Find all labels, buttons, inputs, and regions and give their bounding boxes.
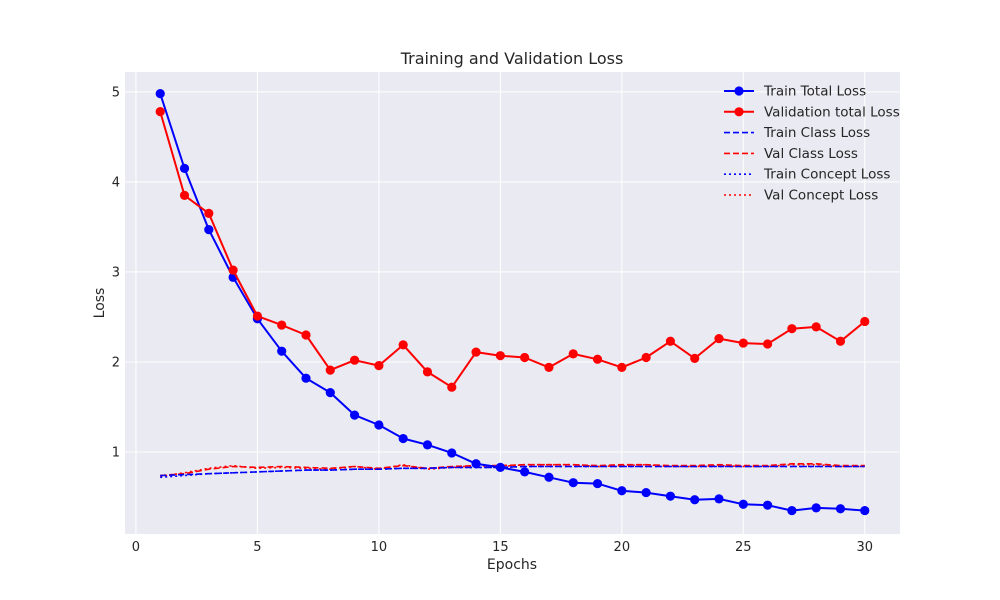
data-point	[690, 495, 700, 505]
data-point	[471, 347, 481, 357]
data-point	[301, 330, 311, 340]
data-point	[665, 336, 676, 346]
tick-labels: 0 5 10 15 20 25 30 1 2 3 4 5	[112, 85, 873, 555]
data-point	[325, 365, 335, 375]
data-point	[155, 89, 165, 99]
x-tick-label: 0	[132, 540, 140, 555]
series-line-2	[160, 465, 865, 477]
data-point	[422, 440, 433, 450]
data-point	[398, 433, 408, 444]
data-point	[762, 339, 773, 349]
data-point	[349, 410, 360, 420]
series-line-3	[160, 462, 865, 477]
y-tick-label: 3	[112, 265, 120, 280]
data-point	[277, 346, 287, 356]
legend-label: Val Concept Loss	[764, 188, 878, 204]
data-point	[422, 367, 433, 377]
data-point	[835, 336, 846, 346]
data-point	[544, 472, 554, 482]
chart-title: Training and Validation Loss	[400, 49, 624, 68]
data-point	[520, 467, 530, 477]
data-point	[665, 491, 676, 501]
legend-label: Train Total Loss	[763, 84, 866, 100]
data-point	[592, 354, 603, 364]
data-point	[811, 503, 821, 513]
legend: Train Total Loss Validation total Loss Tra…	[724, 84, 900, 204]
data-point	[252, 311, 263, 321]
data-point	[155, 107, 165, 117]
x-tick-label: 25	[735, 540, 752, 555]
data-point	[714, 333, 724, 344]
data-point	[204, 225, 214, 235]
data-point	[398, 340, 408, 350]
data-point	[641, 352, 651, 363]
data-point	[349, 355, 360, 365]
data-point	[520, 352, 530, 363]
x-tick-label: 20	[614, 540, 631, 555]
legend-marker	[734, 86, 744, 96]
legend-label: Train Concept Loss	[763, 167, 890, 183]
data-point	[471, 459, 481, 469]
data-point	[811, 322, 821, 332]
data-point	[204, 208, 214, 218]
series-lines	[155, 89, 870, 516]
data-point	[447, 448, 457, 458]
data-point	[787, 505, 797, 516]
data-point	[738, 499, 748, 509]
data-point	[228, 265, 238, 275]
data-point	[690, 353, 700, 363]
data-point	[641, 487, 651, 498]
y-axis-label: Loss	[92, 288, 108, 319]
data-point	[374, 420, 384, 430]
data-point	[568, 478, 578, 488]
x-tick-label: 30	[856, 540, 873, 555]
data-point	[762, 500, 773, 510]
data-point	[738, 338, 748, 348]
data-point	[835, 504, 846, 514]
data-point	[179, 163, 190, 173]
y-tick-label: 4	[112, 175, 120, 190]
data-point	[495, 351, 505, 361]
x-tick-label: 5	[253, 540, 261, 555]
legend-label: Train Class Loss	[763, 125, 870, 141]
data-point	[860, 316, 870, 327]
legend-label: Validation total Loss	[764, 104, 900, 120]
data-point	[714, 494, 724, 504]
x-tick-label: 15	[492, 540, 509, 555]
data-point	[495, 462, 505, 472]
y-tick-label: 2	[112, 355, 120, 370]
data-point	[592, 478, 603, 489]
data-point	[179, 190, 190, 200]
data-point	[447, 382, 457, 392]
plot-area	[125, 72, 900, 534]
y-tick-label: 1	[112, 446, 120, 461]
data-point	[301, 373, 311, 383]
data-point	[544, 362, 554, 372]
data-point	[325, 388, 335, 398]
data-point	[860, 505, 870, 516]
legend-marker	[734, 107, 744, 117]
x-axis-label: Epochs	[487, 557, 537, 573]
y-tick-label: 5	[112, 85, 120, 100]
grid	[125, 72, 900, 534]
data-point	[617, 486, 627, 496]
data-point	[277, 320, 287, 330]
data-point	[374, 360, 384, 371]
data-point	[568, 349, 578, 359]
legend-label: Val Class Loss	[764, 146, 858, 162]
data-point	[617, 362, 627, 372]
data-point	[787, 324, 797, 334]
x-tick-label: 10	[371, 540, 388, 555]
